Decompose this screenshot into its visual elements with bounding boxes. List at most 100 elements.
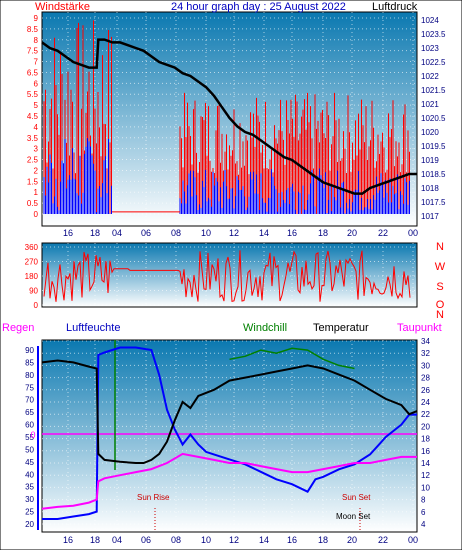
humidity-tick-label: 55 <box>25 433 34 442</box>
y-left-tick-label: 1 <box>34 188 39 197</box>
humidity-tick-label: 45 <box>25 458 34 467</box>
y-left-tick-label: 7.5 <box>27 47 39 56</box>
direction-tick-label: 90 <box>29 287 38 296</box>
wind-direction-panel <box>41 242 418 308</box>
y-right-tick-label: 1021 <box>421 100 439 109</box>
temperature-tick-label: 26 <box>421 386 430 395</box>
x-tick-label: 18 <box>90 228 100 238</box>
temperature-tick-label: 34 <box>421 337 430 346</box>
taupunkt-label: Taupunkt <box>397 322 442 334</box>
humidity-tick-label: 90 <box>25 346 34 355</box>
direction-letter-label: S <box>436 281 443 293</box>
y-right-tick-label: 1018 <box>421 184 439 193</box>
x-tick-label: 20 <box>347 535 357 545</box>
x-tick-label: 04 <box>112 535 122 545</box>
humidity-tick-label: 80 <box>25 371 34 380</box>
temperature-tick-label: 6 <box>421 508 426 517</box>
x-tick-label: 18 <box>318 535 328 545</box>
humidity-tick-label: 70 <box>25 396 34 405</box>
y-left-tick-label: 8.5 <box>27 25 39 34</box>
temperature-tick-label: 10 <box>421 483 430 492</box>
y-right-tick-label: 1019.5 <box>421 142 446 151</box>
x-tick-label: 10 <box>201 535 211 545</box>
y-left-tick-label: 2.5 <box>27 156 39 165</box>
direction-tick-label: 270 <box>25 258 39 267</box>
regen-zero-label: 0 <box>30 430 35 440</box>
humidity-tick-label: 85 <box>25 358 34 367</box>
y-right-tick-label: 1023.5 <box>421 30 446 39</box>
direction-letter-label: N <box>436 309 444 321</box>
x-tick-label: 16 <box>63 228 73 238</box>
y-left-tick-label: 0 <box>34 210 39 219</box>
y-right-tick-label: 1024 <box>421 16 439 25</box>
y-left-tick-label: 2 <box>34 166 39 175</box>
humidity-tick-label: 25 <box>25 508 34 517</box>
humidity-tick-label: 30 <box>25 495 34 504</box>
sun-rise-label: Sun Rise <box>137 493 170 502</box>
direction-tick-label: 0 <box>34 301 39 310</box>
y-right-tick-label: 1021.5 <box>421 86 446 95</box>
y-left-tick-label: 3.5 <box>27 134 39 143</box>
x-tick-label: 06 <box>141 228 151 238</box>
temperature-tick-label: 28 <box>421 374 430 383</box>
y-right-tick-label: 1022 <box>421 72 439 81</box>
temperature-tick-label: 22 <box>421 410 430 419</box>
y-right-tick-label: 1020.5 <box>421 114 446 123</box>
y-left-tick-label: 4.5 <box>27 112 39 121</box>
y-right-tick-label: 1022.5 <box>421 58 446 67</box>
y-left-tick-label: 6 <box>34 79 39 88</box>
luftfeuchte-line <box>42 346 417 520</box>
direction-letter-label: W <box>435 261 446 273</box>
regen-label: Regen <box>2 322 34 334</box>
temperature-tick-label: 24 <box>421 398 430 407</box>
x-tick-label: 06 <box>141 535 151 545</box>
luftfeuchte-label: Luftfeuchte <box>66 322 120 334</box>
x-tick-label: 20 <box>347 228 357 238</box>
y-right-tick-label: 1017 <box>421 212 439 221</box>
temperature-tick-label: 4 <box>421 520 426 529</box>
y-right-tick-label: 1023 <box>421 44 439 53</box>
x-tick-label: 22 <box>378 535 388 545</box>
y-left-tick-label: 8 <box>34 36 39 45</box>
humidity-tick-label: 75 <box>25 383 34 392</box>
temperature-tick-label: 32 <box>421 349 430 358</box>
x-tick-label: 16 <box>287 228 297 238</box>
windchill-label: Windchill <box>243 322 287 334</box>
graph-title: 24 hour graph day : 25 August 2022 <box>171 1 346 13</box>
temperature-tick-label: 20 <box>421 422 430 431</box>
temperature-tick-label: 12 <box>421 471 430 480</box>
humidity-tick-label: 50 <box>25 445 34 454</box>
x-tick-label: 22 <box>378 228 388 238</box>
sun-set-label: Sun Set <box>342 493 371 502</box>
x-tick-label: 04 <box>112 228 122 238</box>
y-left-tick-label: 5 <box>34 101 39 110</box>
direction-tick-label: 180 <box>25 272 39 281</box>
y-left-tick-label: 7 <box>34 58 39 67</box>
y-left-tick-label: 4 <box>34 123 39 132</box>
humidity-tick-label: 20 <box>25 520 34 529</box>
humidity-tick-label: 60 <box>25 421 34 430</box>
y-right-tick-label: 1019 <box>421 156 439 165</box>
humidity-tick-label: 65 <box>25 408 34 417</box>
x-tick-label: 18 <box>90 535 100 545</box>
taupunkt-line <box>41 452 417 510</box>
y-left-tick-label: 5.5 <box>27 90 39 99</box>
x-tick-label: 00 <box>408 535 418 545</box>
y-right-tick-label: 1018.5 <box>421 170 446 179</box>
temperature-tick-label: 8 <box>421 496 426 505</box>
x-tick-label: 14 <box>259 535 269 545</box>
temperature-tick-label: 18 <box>421 435 430 444</box>
tick-labels: 00.511.522.533.544.555.566.577.588.59101… <box>25 14 446 545</box>
wind-direction-line <box>43 250 411 303</box>
humidity-tick-label: 40 <box>25 470 34 479</box>
humidity-tick-label: 35 <box>25 483 34 492</box>
series-lines <box>41 38 418 520</box>
direction-letter-label: O <box>436 299 445 311</box>
x-tick-label: 00 <box>408 228 418 238</box>
y-left-tick-label: 0.5 <box>27 199 39 208</box>
x-tick-label: 08 <box>171 535 181 545</box>
y-right-tick-label: 1020 <box>421 128 439 137</box>
windchill-line <box>229 347 355 370</box>
y-left-tick-label: 6.5 <box>27 68 39 77</box>
